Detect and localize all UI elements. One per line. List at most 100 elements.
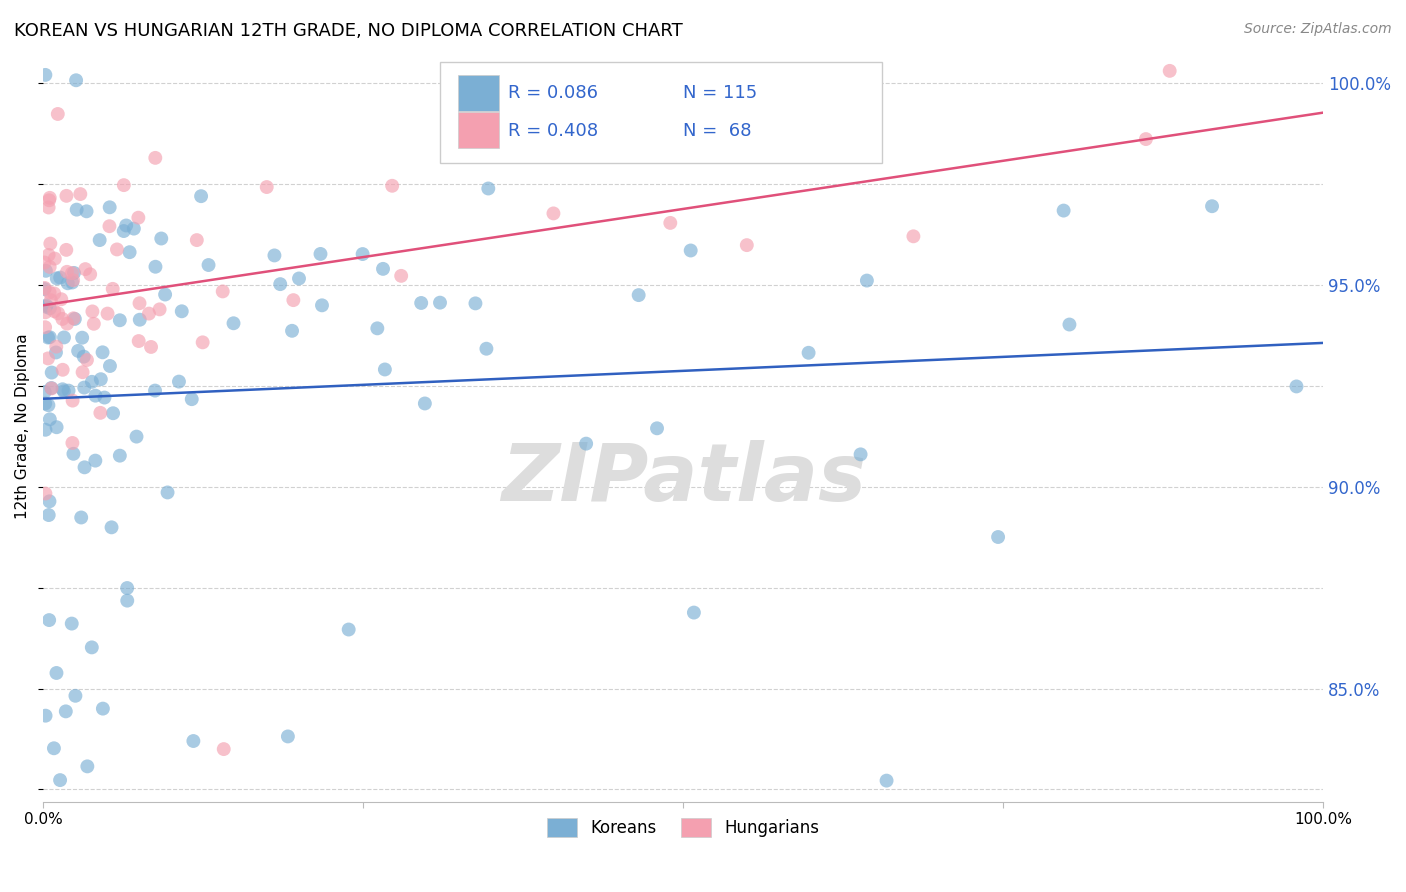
Point [52,384,75,399]
Legend: Koreans, Hungarians: Koreans, Hungarians [538,810,828,846]
Point [190,189,212,203]
Point [381,178,404,193]
Point [70,331,93,345]
Point [34,486,56,500]
Point [903,229,925,244]
Point [34,305,56,319]
Point [413,396,436,410]
Point [876,773,898,788]
Point [45,665,67,680]
Point [84,453,107,467]
Point [34,708,56,723]
Point [659,216,682,230]
Point [76,204,98,219]
Point [44,286,66,301]
Point [475,342,498,356]
Point [38,494,60,508]
Point [263,248,285,262]
Point [83,317,105,331]
Point [464,296,486,310]
Point [1201,199,1223,213]
Point [101,282,124,296]
Text: Source: ZipAtlas.com: Source: ZipAtlas.com [1244,22,1392,37]
Point [117,593,139,607]
Point [288,271,311,285]
Point [35,298,58,312]
Point [34,384,56,399]
Point [38,248,60,262]
Point [281,324,304,338]
Point [76,759,98,773]
Point [543,206,565,220]
Point [34,282,56,296]
Point [89,406,111,420]
Point [39,293,62,308]
FancyBboxPatch shape [458,75,499,111]
Point [256,180,278,194]
Point [371,261,394,276]
Point [411,296,433,310]
Point [337,623,360,637]
Point [67,343,90,358]
Point [45,340,67,354]
Point [90,372,112,386]
Point [38,508,60,522]
Point [62,311,84,326]
Point [96,307,118,321]
Point [34,320,56,334]
Point [309,247,332,261]
Point [186,233,208,247]
Point [389,268,412,283]
Point [1135,132,1157,146]
Point [72,365,94,379]
Point [645,421,668,435]
Point [63,312,86,326]
Point [115,219,138,233]
Point [51,292,73,306]
Point [108,449,131,463]
Point [366,321,388,335]
Point [34,68,56,82]
Text: R = 0.408: R = 0.408 [508,122,598,140]
Point [127,211,149,225]
Point [849,447,872,461]
Point [84,389,107,403]
Point [37,398,59,412]
Point [76,353,98,368]
Point [212,742,235,756]
Point [1285,379,1308,393]
Point [49,773,72,788]
Point [41,366,63,380]
Text: KOREAN VS HUNGARIAN 12TH GRADE, NO DIPLOMA CORRELATION CHART: KOREAN VS HUNGARIAN 12TH GRADE, NO DIPLO… [14,22,683,40]
Point [112,224,135,238]
Point [128,334,150,348]
Point [39,236,62,251]
Point [62,447,84,461]
Point [46,107,69,121]
Point [73,460,96,475]
Point [52,363,75,377]
Point [139,340,162,354]
Point [143,151,166,165]
Point [277,730,299,744]
Point [150,231,173,245]
Point [105,243,128,257]
Point [180,392,202,407]
Point [211,285,233,299]
Point [575,436,598,450]
Point [138,307,160,321]
Point [37,330,59,344]
Point [145,260,167,274]
Point [80,375,103,389]
Point [42,741,65,756]
Point [35,264,58,278]
Point [55,704,77,718]
Point [91,701,114,715]
Point [191,335,214,350]
Point [45,420,67,434]
Point [1059,318,1081,332]
Point [101,406,124,420]
Point [735,238,758,252]
Point [46,306,69,320]
Point [38,285,60,300]
